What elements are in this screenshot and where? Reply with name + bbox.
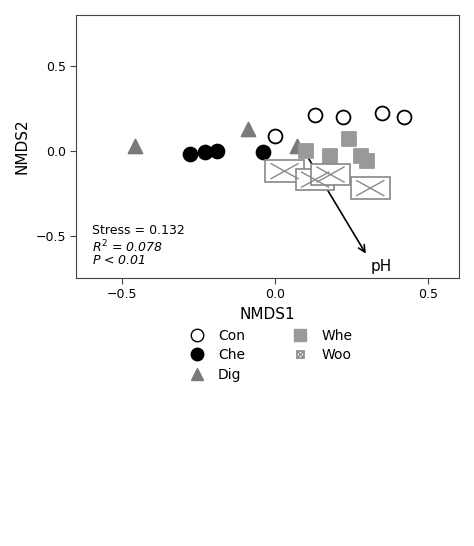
Point xyxy=(339,112,346,121)
Point xyxy=(379,109,386,118)
Point xyxy=(244,124,252,133)
Y-axis label: NMDS2: NMDS2 xyxy=(15,118,30,174)
Text: $R^2$ = 0.078: $R^2$ = 0.078 xyxy=(92,239,163,256)
Text: $P$ < 0.01: $P$ < 0.01 xyxy=(92,254,146,268)
Point xyxy=(259,148,267,157)
Point xyxy=(201,148,209,157)
Point xyxy=(311,111,319,120)
Bar xyxy=(311,164,350,185)
Legend: Con, Che, Dig, Whe, Woo: Con, Che, Dig, Whe, Woo xyxy=(176,322,359,389)
Point xyxy=(327,151,334,160)
Point xyxy=(131,141,138,150)
Point xyxy=(400,112,408,121)
Point xyxy=(213,146,221,155)
Point xyxy=(345,134,353,143)
Bar xyxy=(265,161,304,182)
Point xyxy=(186,150,193,158)
Bar xyxy=(296,169,335,191)
Point xyxy=(357,151,365,160)
X-axis label: NMDS1: NMDS1 xyxy=(240,307,296,322)
Text: pH: pH xyxy=(370,259,392,275)
Bar xyxy=(351,177,390,199)
Text: Stress = 0.132: Stress = 0.132 xyxy=(92,224,184,237)
Point xyxy=(293,141,301,150)
Point xyxy=(364,157,371,165)
Point xyxy=(272,131,279,140)
Point xyxy=(302,146,310,155)
